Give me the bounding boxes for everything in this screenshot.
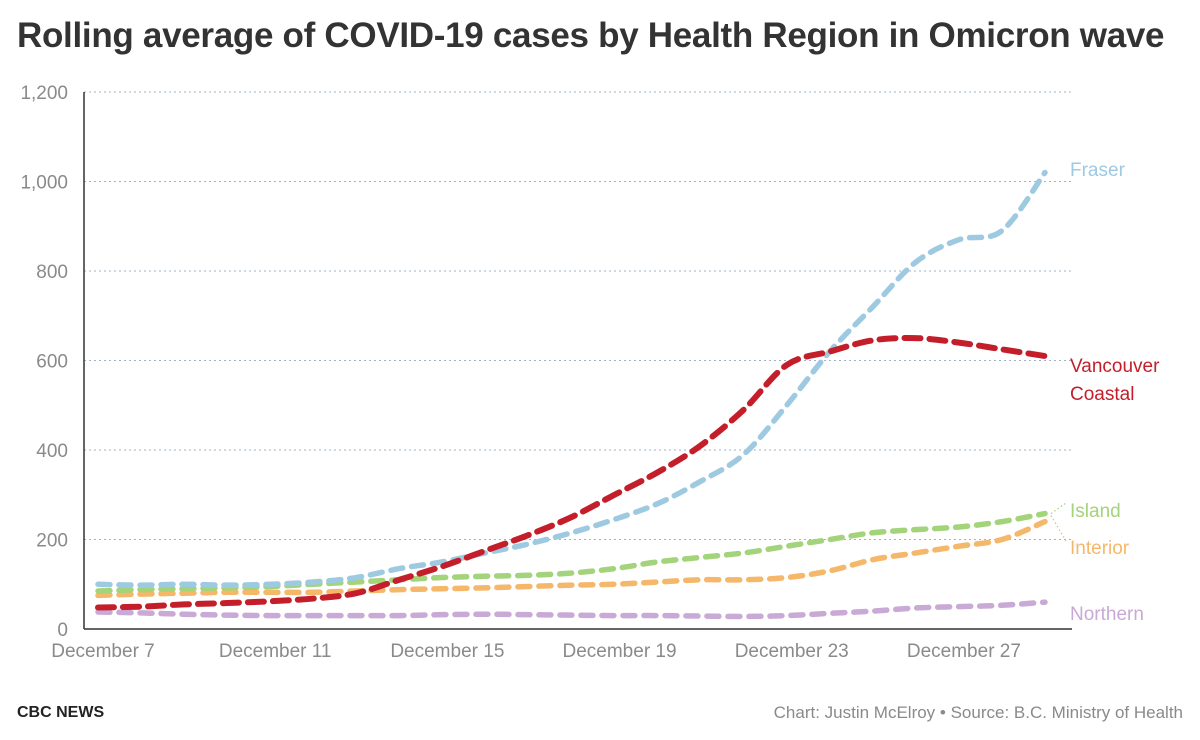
series-label-island: Island	[1070, 501, 1121, 522]
y-tick-label: 400	[36, 441, 68, 462]
chart-title: Rolling average of COVID-19 cases by Hea…	[17, 16, 1165, 55]
series-label-vancouver-coastal: Vancouver Coastal	[1070, 356, 1160, 405]
series-label-interior: Interior	[1070, 538, 1130, 559]
y-tick-label: 200	[36, 531, 68, 552]
x-tick-label: December 11	[219, 641, 332, 662]
series-line-northern	[95, 599, 1048, 620]
source-credit: Chart: Justin McElroy • Source: B.C. Min…	[773, 703, 1183, 722]
series-line-fraser	[95, 169, 1048, 588]
label-leader-island	[1050, 502, 1067, 515]
y-tick-label: 0	[57, 620, 68, 641]
axes	[83, 92, 1072, 630]
series-label-fraser: Fraser	[1070, 160, 1126, 181]
series-line-interior	[95, 518, 1048, 599]
label-leader-interior	[1050, 515, 1067, 542]
series-lines	[95, 169, 1048, 620]
y-tick-label: 600	[36, 352, 68, 373]
series-labels: Fraser Vancouver Coastal Island Interior Nort…	[1050, 160, 1160, 625]
y-tick-label: 1,000	[20, 173, 68, 194]
series-line-vancouver-coastal	[95, 335, 1048, 611]
brand-logo-text: CBC NEWS	[17, 704, 105, 721]
series-label-northern: Northern	[1070, 604, 1144, 625]
tick-labels: 0 200 400 600 800 1,000 1,200 December 7 Decembe…	[20, 83, 1020, 662]
x-tick-label: December 19	[563, 641, 677, 662]
x-tick-label: December 7	[51, 641, 155, 662]
grid-lines	[84, 91, 1072, 540]
y-tick-label: 1,200	[20, 83, 68, 104]
x-tick-label: December 23	[735, 641, 849, 662]
y-tick-label: 800	[36, 262, 68, 283]
x-tick-label: December 15	[390, 641, 504, 662]
x-tick-label: December 27	[907, 641, 1021, 662]
